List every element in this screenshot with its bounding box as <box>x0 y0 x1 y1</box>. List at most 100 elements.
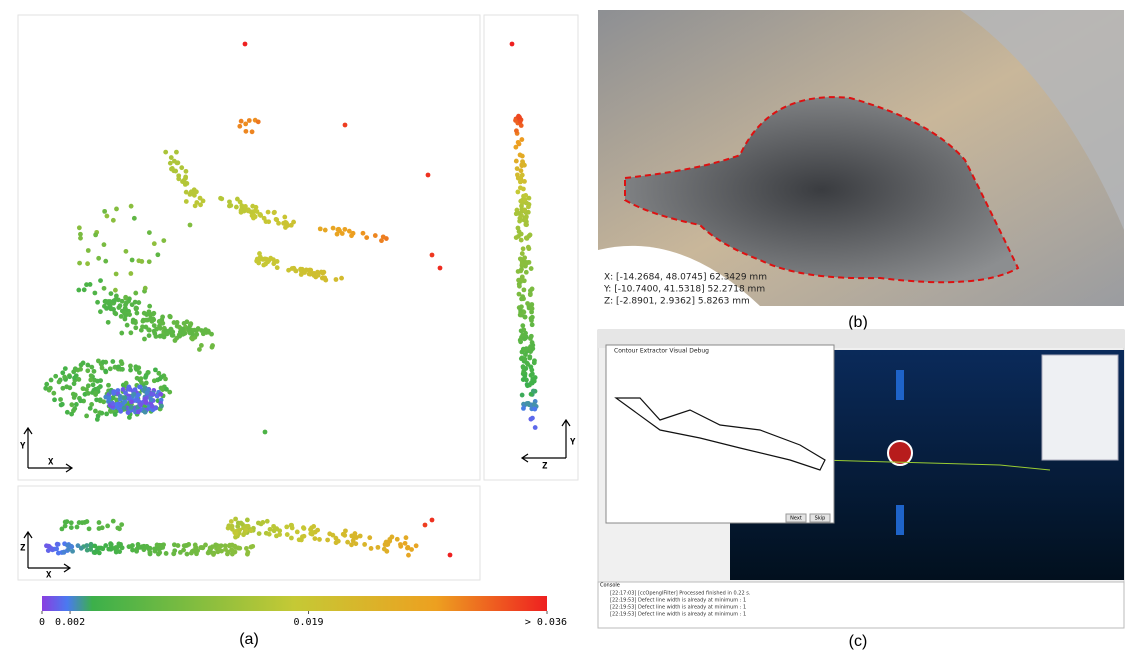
point <box>194 332 200 337</box>
point <box>360 230 366 236</box>
point <box>194 189 199 195</box>
point <box>213 542 219 548</box>
point <box>288 535 294 541</box>
panel-label: (a) <box>239 631 259 648</box>
point <box>47 385 53 391</box>
point <box>73 402 79 407</box>
button[interactable] <box>785 513 807 523</box>
point <box>78 545 84 551</box>
point <box>516 277 521 283</box>
point <box>198 343 204 348</box>
point <box>402 540 408 546</box>
point <box>96 255 102 261</box>
point <box>93 232 99 238</box>
point <box>161 334 167 340</box>
point <box>110 359 116 364</box>
point <box>132 398 138 403</box>
point <box>153 367 158 373</box>
point <box>62 519 68 525</box>
point <box>169 166 174 172</box>
point <box>117 403 123 409</box>
point <box>113 271 119 277</box>
point <box>159 403 164 409</box>
point <box>520 323 526 329</box>
button[interactable] <box>809 513 831 523</box>
point <box>175 543 181 548</box>
point <box>111 390 117 396</box>
point <box>515 189 521 195</box>
point <box>526 346 532 351</box>
point <box>89 402 95 407</box>
point <box>362 542 368 547</box>
point <box>114 206 119 212</box>
point <box>78 398 83 404</box>
point <box>522 207 528 213</box>
point <box>515 139 521 145</box>
point <box>123 294 129 300</box>
point <box>514 166 520 172</box>
point <box>267 526 273 532</box>
point <box>43 385 49 391</box>
point <box>54 546 60 552</box>
panel-a: Y X Y Z Z X (a) 0 0.002 0.019 > 0.036 <box>17 14 579 648</box>
point <box>103 368 108 374</box>
point <box>517 312 523 318</box>
point <box>519 153 525 159</box>
point <box>288 222 294 228</box>
point <box>191 548 196 554</box>
point <box>372 233 378 238</box>
point <box>108 542 114 547</box>
point <box>51 390 57 396</box>
tick-label: 0.019 <box>293 617 323 628</box>
point <box>177 549 183 555</box>
point <box>342 122 348 128</box>
point <box>291 265 297 271</box>
point <box>394 536 400 542</box>
point <box>62 523 68 529</box>
point <box>522 197 528 203</box>
point <box>53 373 59 379</box>
point <box>294 529 300 535</box>
point <box>199 328 204 333</box>
profile <box>819 459 1051 471</box>
point <box>87 405 93 411</box>
point <box>160 314 166 320</box>
point <box>225 525 231 531</box>
point <box>156 551 161 557</box>
point <box>67 385 73 391</box>
point <box>172 338 178 343</box>
point <box>282 214 288 220</box>
point <box>87 282 93 287</box>
point <box>232 549 238 555</box>
point <box>308 531 314 537</box>
point <box>128 330 134 336</box>
console-line: [22:19:53] Defect line width is already … <box>610 598 746 604</box>
point <box>288 522 294 528</box>
point <box>514 128 519 134</box>
point <box>122 395 128 401</box>
side-view <box>483 14 579 481</box>
point <box>68 520 74 526</box>
point <box>244 551 250 557</box>
point <box>85 248 91 253</box>
point <box>523 193 529 198</box>
point <box>519 266 524 272</box>
point <box>513 144 519 150</box>
point <box>174 149 179 155</box>
point <box>118 408 124 414</box>
point <box>523 215 529 221</box>
point <box>530 388 536 394</box>
point <box>518 175 524 181</box>
point <box>129 399 134 405</box>
point <box>96 520 102 525</box>
point <box>302 268 308 274</box>
point <box>200 198 206 204</box>
point <box>529 322 535 328</box>
point <box>81 287 87 293</box>
point <box>131 391 137 397</box>
point <box>132 387 138 393</box>
point <box>409 547 414 552</box>
point <box>520 246 526 252</box>
point <box>276 220 281 226</box>
point <box>343 528 348 534</box>
